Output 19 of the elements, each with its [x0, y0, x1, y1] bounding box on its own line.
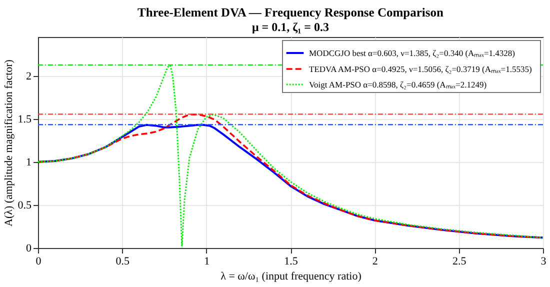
- legend-label: TEDVA AM-PSO α=0.4925, ν=1.5056, ζ₂=0.3719 (Aₘₐₓ=1.5535): [309, 64, 532, 74]
- x-tick-label: 1.5: [284, 256, 298, 268]
- y-axis-title: A(λ) (amplitude magnification factor): [2, 59, 15, 226]
- x-tick-label: 2: [372, 256, 378, 268]
- x-tick-label: 0.5: [116, 256, 130, 268]
- legend-label: MODCGJO best α=0.603, ν=1.385, ζ₂=0.340 (Aₘₐₓ=1.4328): [309, 48, 516, 58]
- y-tick-label: 2: [26, 70, 32, 82]
- chart-title: Three-Element DVA — Frequency Response Comparison: [138, 6, 444, 20]
- x-tick-label: 2.5: [452, 256, 467, 268]
- x-axis-title: λ = ω/ω₁ (input frequency ratio): [220, 270, 362, 282]
- chart-subtitle: μ = 0.1, ζ₁ = 0.3: [252, 20, 330, 34]
- y-tick-label: 1: [26, 156, 32, 168]
- y-tick-label: 0: [26, 242, 32, 254]
- x-tick-label: 0: [36, 256, 42, 268]
- y-tick-label: 0.5: [18, 199, 32, 212]
- legend-label: Voigt AM-PSO α=0.8598, ζ₂=0.4659 (Aₘₐₓ=2.1249): [309, 80, 487, 90]
- y-tick-label: 1.5: [18, 113, 32, 126]
- x-tick-label: 1: [204, 256, 210, 268]
- x-tick-label: 3: [540, 256, 547, 268]
